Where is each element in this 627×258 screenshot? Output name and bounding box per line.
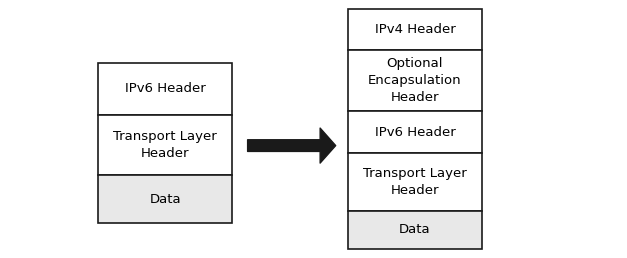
Text: IPv4 Header: IPv4 Header [374, 23, 455, 36]
Bar [348, 50, 482, 111]
Bar [348, 153, 482, 211]
Text: Data: Data [399, 223, 431, 236]
Text: Transport Layer
Header: Transport Layer Header [113, 130, 217, 160]
Text: IPv6 Header: IPv6 Header [374, 126, 455, 139]
Text: IPv6 Header: IPv6 Header [125, 82, 206, 95]
Bar [98, 175, 233, 223]
Text: Optional
Encapsulation
Header: Optional Encapsulation Header [368, 57, 461, 104]
Bar [348, 9, 482, 50]
Text: Transport Layer
Header: Transport Layer Header [363, 167, 467, 197]
Bar [98, 115, 233, 175]
Text: Data: Data [149, 193, 181, 206]
Bar [348, 111, 482, 153]
Bar [348, 211, 482, 249]
Bar [98, 63, 233, 115]
